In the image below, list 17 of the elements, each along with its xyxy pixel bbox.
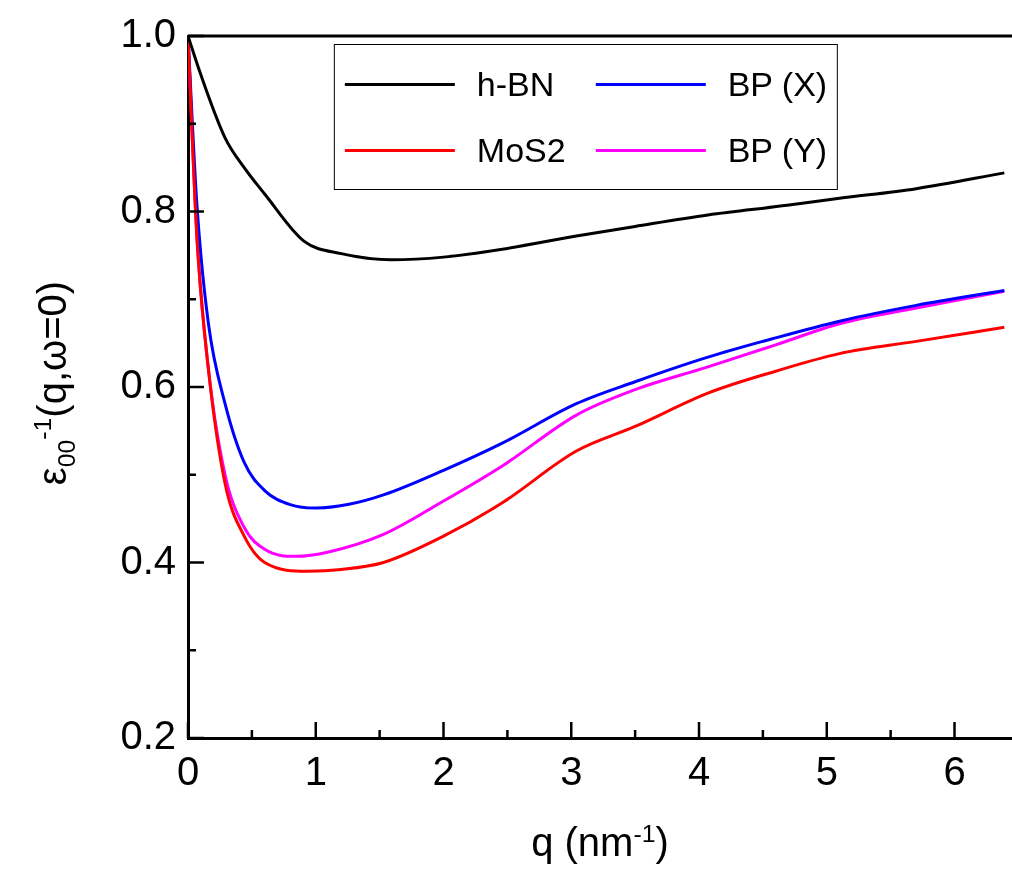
y-tick-label: 0.2: [120, 713, 176, 758]
x-tick-label: 1: [304, 749, 327, 794]
y-tick-label: 0.6: [120, 362, 176, 407]
x-tick-label: 6: [943, 749, 966, 794]
y-tick-label: 1.0: [120, 11, 176, 56]
y-tick-label: 0.8: [120, 186, 176, 231]
x-tick-label: 5: [815, 749, 838, 794]
x-tick-label: 2: [432, 749, 455, 794]
x-tick-label: 0: [176, 749, 200, 794]
legend-label: BP (X): [727, 64, 828, 105]
legend-label: BP (Y): [727, 130, 828, 171]
y-tick-label: 0.4: [120, 537, 176, 582]
x-axis-title: q (nm$^{-1}$): [531, 820, 669, 866]
legend-label: h-BN: [476, 64, 555, 105]
x-tick-label: 3: [560, 749, 583, 794]
legend-label: MoS2: [476, 130, 566, 171]
x-tick-label: 4: [687, 749, 711, 794]
